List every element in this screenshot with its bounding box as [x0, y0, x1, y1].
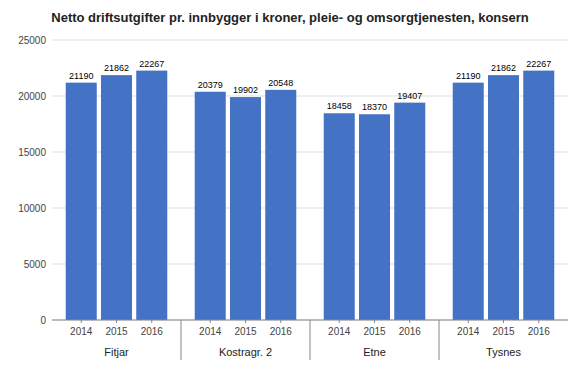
data-label: 21190 — [69, 71, 93, 81]
y-tick-label: 0 — [40, 315, 46, 326]
x-tick-label: 2015 — [363, 326, 386, 337]
y-tick-label: 10000 — [18, 203, 46, 214]
y-tick-label: 20000 — [18, 91, 46, 102]
title: Netto driftsutgifter pr. innbygger i kro… — [51, 10, 529, 25]
chart-container: Netto driftsutgifter pr. innbygger i kro… — [0, 0, 580, 382]
data-label: 20548 — [268, 78, 293, 88]
x-tick-label: 2015 — [492, 326, 515, 337]
y-tick-label: 5000 — [24, 259, 47, 270]
group-separator — [310, 320, 311, 360]
y-tick-label: 15000 — [18, 147, 46, 158]
x-tick-label: 2016 — [270, 326, 293, 337]
data-label: 22267 — [139, 59, 164, 69]
x-tick-label: 2016 — [528, 326, 551, 337]
data-label: 21862 — [104, 63, 129, 73]
labels: 21190 21862 22267 20379 19902 20548 18458 18370… — [69, 59, 551, 113]
x-tick-label: 2014 — [199, 326, 222, 337]
bar — [101, 75, 132, 320]
data-label: 22267 — [526, 59, 551, 69]
group-label: Kostragr. 2 — [219, 346, 272, 358]
bar — [488, 75, 519, 320]
x-tick-label: 2015 — [105, 326, 128, 337]
data-label: 20379 — [198, 80, 223, 90]
group-label: Tysnes — [486, 346, 521, 358]
x-axis — [52, 320, 568, 321]
data-label: 21862 — [491, 63, 516, 73]
bar — [394, 103, 425, 320]
bar — [230, 97, 261, 320]
bar — [195, 92, 226, 320]
grid-line — [52, 40, 568, 41]
x-tick-label: 2016 — [141, 326, 164, 337]
bar — [324, 113, 355, 320]
data-label: 18458 — [327, 101, 352, 111]
bar — [265, 90, 296, 320]
group-separator — [181, 320, 182, 360]
bar — [453, 83, 484, 320]
data-label: 19407 — [397, 91, 422, 101]
bar — [66, 83, 97, 320]
group-label: Fitjar — [104, 346, 129, 358]
x-tick-label: 2016 — [399, 326, 422, 337]
data-label: 19902 — [233, 85, 258, 95]
data-label: 18370 — [362, 102, 387, 112]
grid-line — [52, 320, 568, 321]
x-tick-label: 2014 — [70, 326, 93, 337]
bar — [136, 71, 167, 320]
bar — [523, 71, 554, 320]
bar — [359, 114, 390, 320]
chart-svg: Netto driftsutgifter pr. innbygger i kro… — [0, 0, 580, 382]
x-tick-label: 2014 — [457, 326, 480, 337]
data-label: 21190 — [456, 71, 480, 81]
grid — [52, 40, 568, 320]
group-label: Etne — [363, 346, 386, 358]
group-separator — [439, 320, 440, 360]
bars — [66, 71, 555, 320]
x-tick-label: 2015 — [234, 326, 257, 337]
y-tick-label: 25000 — [18, 35, 46, 46]
x-tick-label: 2014 — [328, 326, 351, 337]
